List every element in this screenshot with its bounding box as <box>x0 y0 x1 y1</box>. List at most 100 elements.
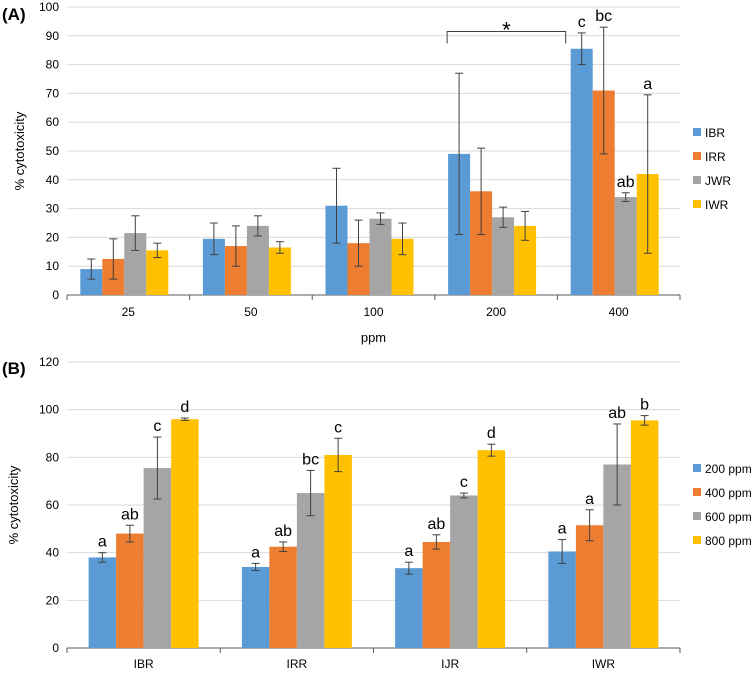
significance-letter: c <box>153 418 161 435</box>
bar-800-ppm-irr <box>324 454 352 648</box>
y-tick-label: 100 <box>39 403 59 417</box>
significance-letter: bc <box>595 8 612 25</box>
bar-600-ppm-ijr <box>450 495 478 648</box>
bar-jwr-400 <box>614 197 637 295</box>
legend-swatch <box>693 488 701 496</box>
chart-panel-a: 0 10 20 30 40 50 60 70 80 90 100 25 50 100 200 400 c IBR b… <box>2 0 731 345</box>
bar-iwr-25 <box>146 250 169 295</box>
significance-letter: ab <box>427 516 445 533</box>
significance-letter: d <box>180 399 189 416</box>
legend-label: 800 ppm <box>705 534 752 548</box>
significance-asterisk: * <box>502 17 511 42</box>
legend-swatch <box>693 176 701 184</box>
bar-600-ppm-irr <box>296 493 325 648</box>
y-tick-label: 50 <box>46 144 60 158</box>
x-tick-label: 100 <box>363 305 383 319</box>
panel-label: (B) <box>2 359 26 378</box>
y-tick-label: 60 <box>46 498 60 512</box>
legend-label: 600 ppm <box>705 510 752 524</box>
y-tick-label: 20 <box>46 593 60 607</box>
bar-800-ppm-ibr <box>171 419 199 648</box>
legend-label: JWR <box>705 174 731 188</box>
significance-letter: a <box>643 76 652 93</box>
y-tick-label: 120 <box>39 355 59 369</box>
bar-ibr-100 <box>325 205 348 295</box>
bar-irr-50 <box>224 246 247 295</box>
bar-ibr-25 <box>80 269 103 295</box>
significance-letter: a <box>404 543 413 560</box>
x-tick-label: 400 <box>609 305 629 319</box>
bar-jwr-50 <box>246 225 269 295</box>
bar-jwr-25 <box>124 233 147 295</box>
legend-label: IRR <box>705 150 726 164</box>
y-tick-label: 80 <box>46 450 60 464</box>
bar-iwr-50 <box>268 247 291 295</box>
y-tick-label: 80 <box>46 58 60 72</box>
significance-letter: c <box>578 14 586 31</box>
bar-irr-100 <box>347 243 370 295</box>
legend-label: IBR <box>705 126 725 140</box>
y-tick-label: 0 <box>52 641 59 655</box>
y-tick-label: 40 <box>46 546 60 560</box>
y-tick-label: 0 <box>52 288 59 302</box>
y-tick-label: 30 <box>46 202 60 216</box>
y-tick-label: 60 <box>46 115 60 129</box>
bar-iwr-100 <box>391 238 414 295</box>
x-tick-label: 50 <box>244 305 258 319</box>
significance-bracket <box>446 30 567 44</box>
significance-letter: a <box>585 491 594 508</box>
x-axis-title: ppm <box>361 330 386 345</box>
significance-letter: a <box>98 534 107 551</box>
bar-ibr-50 <box>202 238 225 295</box>
significance-letter: a <box>251 544 260 561</box>
bar-400-ppm-iwr <box>575 525 604 648</box>
legend-label: 400 ppm <box>705 486 752 500</box>
y-tick-label: 90 <box>46 29 60 43</box>
legend-label: IWR <box>705 198 729 212</box>
significance-letter: c <box>460 474 468 491</box>
bar-800-ppm-iwr <box>630 420 659 648</box>
legend-swatch <box>693 464 701 472</box>
legend-swatch <box>693 152 701 160</box>
x-tick-label: 25 <box>122 305 136 319</box>
x-tick-label: 200 <box>486 305 506 319</box>
bar-jwr-100 <box>369 218 392 295</box>
bar-ibr-400 <box>570 48 593 296</box>
y-tick-label: 10 <box>46 259 60 273</box>
significance-letter: a <box>558 521 567 538</box>
bar-200-ppm-ijr <box>395 568 423 648</box>
bar-jwr-200 <box>492 217 515 295</box>
bar-irr-200 <box>470 191 493 295</box>
x-tick-label: IRR <box>287 657 308 671</box>
significance-letter: d <box>487 425 496 442</box>
y-axis-title: % cytotoxicity <box>6 465 21 544</box>
bar-800-ppm-ijr <box>477 450 506 648</box>
bar-iwr-200 <box>514 225 537 295</box>
legend-swatch <box>693 128 701 136</box>
y-tick-label: 20 <box>46 230 60 244</box>
x-tick-label: IBR <box>134 657 154 671</box>
bar-400-ppm-irr <box>269 546 297 648</box>
legend-swatch <box>693 536 701 544</box>
legend-swatch <box>693 512 701 520</box>
significance-letter: ab <box>121 506 139 523</box>
legend-label: 200 ppm <box>705 462 752 476</box>
panel-label: (A) <box>2 5 26 24</box>
significance-letter: ab <box>617 174 635 191</box>
x-tick-label: IJR <box>441 657 459 671</box>
bar-200-ppm-irr <box>241 566 270 648</box>
legend-swatch <box>693 200 701 208</box>
x-tick-label: IWR <box>592 657 616 671</box>
bar-200-ppm-ibr <box>88 557 117 648</box>
bar-200-ppm-iwr <box>548 551 576 648</box>
significance-letter: c <box>334 419 342 436</box>
bar-irr-400 <box>592 90 615 296</box>
y-tick-label: 100 <box>39 0 59 14</box>
significance-letter: ab <box>274 523 292 540</box>
significance-letter: bc <box>302 451 319 468</box>
y-tick-label: 40 <box>46 173 60 187</box>
bar-400-ppm-ijr <box>422 541 451 648</box>
y-tick-label: 70 <box>46 86 60 100</box>
